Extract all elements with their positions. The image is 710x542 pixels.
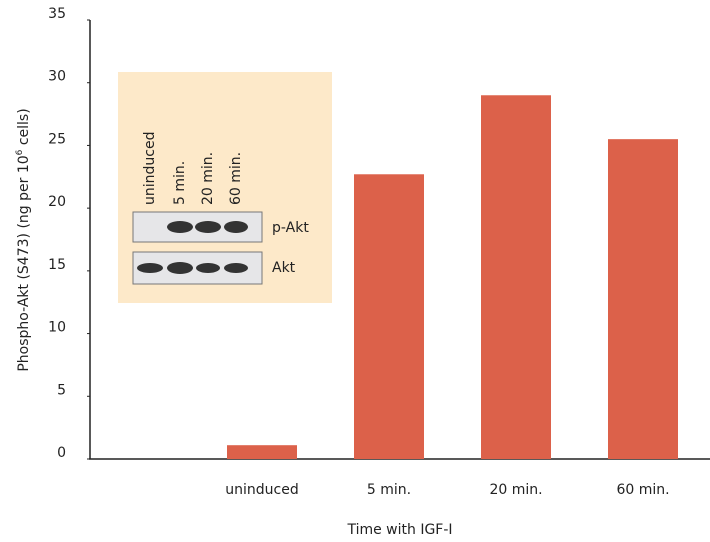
- inset-row-label: Akt: [272, 260, 296, 276]
- x-tick-label: 60 min.: [616, 482, 669, 498]
- band: [196, 263, 220, 273]
- inset-lane-label: 5 min.: [172, 161, 188, 205]
- y-tick-label: 25: [48, 131, 66, 147]
- x-tick-label: 20 min.: [489, 482, 542, 498]
- inset-row-label: p-Akt: [272, 220, 309, 236]
- bar: [227, 445, 297, 459]
- y-tick-label: 5: [57, 382, 66, 398]
- x-tick-label: uninduced: [225, 482, 298, 498]
- band: [195, 221, 221, 233]
- y-tick-label: 0: [57, 445, 66, 461]
- y-tick-label: 30: [48, 69, 66, 85]
- band: [167, 221, 193, 233]
- y-axis-label: Phospho-Akt (S473) (ng per 106 cells): [15, 108, 33, 371]
- bar: [354, 174, 424, 459]
- x-tick-label: 5 min.: [367, 482, 411, 498]
- y-tick-label: 10: [48, 320, 66, 336]
- y-tick-label: 20: [48, 194, 66, 210]
- y-axis-label-end: cells): [16, 108, 32, 149]
- inset-lane-label: 20 min.: [200, 152, 216, 205]
- band: [167, 262, 193, 274]
- band: [224, 263, 248, 273]
- bar: [481, 95, 551, 459]
- y-axis-label-main: Phospho-Akt (S473) (ng per 10: [16, 155, 32, 371]
- y-tick-label: 35: [48, 6, 66, 22]
- inset-lane-label: 60 min.: [228, 152, 244, 205]
- inset-lane-label: uninduced: [142, 132, 158, 205]
- bar: [608, 139, 678, 459]
- chart: p-Akt Akt Time with IGF-I Phospho-Akt (S…: [0, 0, 710, 542]
- band: [224, 221, 248, 233]
- band: [137, 263, 163, 273]
- y-tick-label: 15: [48, 257, 66, 273]
- x-axis-label: Time with IGF-I: [346, 522, 452, 538]
